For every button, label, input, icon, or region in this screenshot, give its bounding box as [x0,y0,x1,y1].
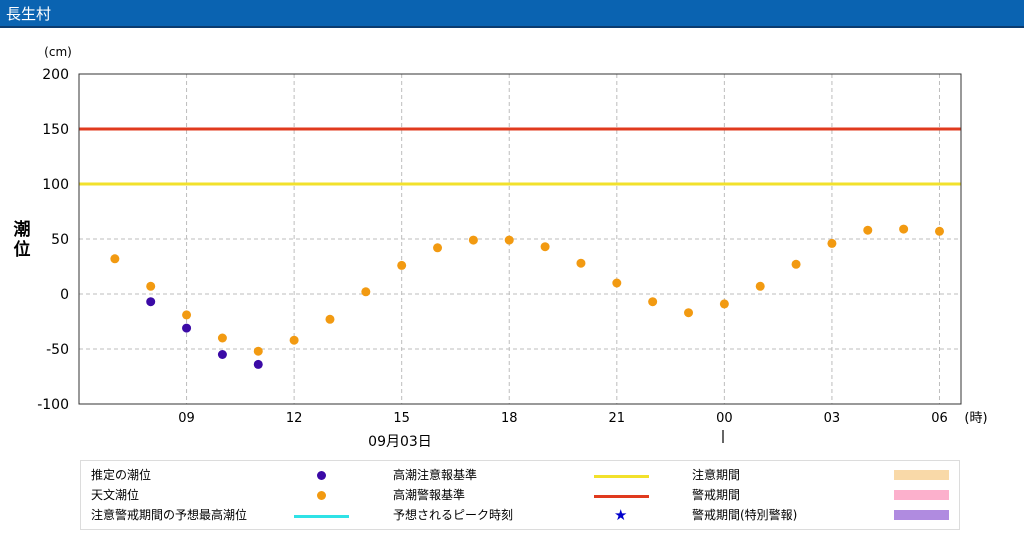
y-tick-label: 200 [42,67,69,83]
data-point [110,254,120,264]
legend-estimated-tide-dot-icon [317,471,326,480]
data-point [146,281,156,291]
y-tick-label: 100 [42,177,69,193]
data-point [612,278,622,288]
x-tick-label: 00 [716,411,733,426]
legend-warning-line-icon [594,495,649,498]
x-tick-label: 06 [931,411,948,426]
data-point [576,258,586,268]
data-point [182,310,192,320]
data-point [361,287,371,297]
y-tick-label: 50 [51,232,69,248]
x-tick-label: 12 [286,411,303,426]
y-tick-label: -50 [46,342,69,358]
data-point [289,335,299,345]
data-point [755,281,765,291]
grid-lines [79,74,961,404]
y-tick-label: 150 [42,122,69,138]
x-tick-label: 18 [501,411,518,426]
legend-label-estimated-tide: 推定の潮位 [91,468,152,482]
legend-astronomical-tide-dot-icon [317,491,326,500]
data-point [863,225,873,235]
date-label: 09月03日 [368,434,432,450]
data-point [397,260,407,270]
legend-forecast-max-line-icon [294,515,349,518]
x-tick-label: 21 [609,411,626,426]
data-point [182,323,192,333]
legend-label-astronomical-tide: 天文潮位 [91,488,140,502]
data-point [253,346,263,356]
data-point [253,359,263,369]
legend-warning-period-box-icon [894,490,949,500]
legend-caution-period-box-icon [894,470,949,480]
legend-label-forecast-max: 注意警戒期間の予想最高潮位 [91,508,248,522]
x-unit-label: (時) [964,411,987,426]
legend-label-caution-period: 注意期間 [692,468,741,482]
window-title-bar: 長生村 [0,0,1024,28]
data-point [934,226,944,236]
tide-chart-svg: (cm) 潮位 -100 -50 0 50 100 150 200 09 12 15 18 21 00… [14,45,988,450]
x-tick-labels: 09 12 15 18 21 00 03 06 [178,411,947,426]
y-tick-label: 0 [60,287,69,303]
data-point [827,238,837,248]
data-point [648,297,658,307]
data-point [217,333,227,343]
chart-legend: 推定の潮位 高潮注意報基準 注意期間 天文潮位 高潮警報基準 警戒期間 注意警戒… [80,460,960,530]
data-point [899,224,909,234]
legend-caution-line-icon [594,475,649,478]
legend-label-peak-time: 予想されるピーク時刻 [393,508,514,522]
data-point [217,350,227,359]
data-point [684,308,694,318]
data-points [110,224,944,369]
tide-chart: (cm) 潮位 -100 -50 0 50 100 150 200 09 12 15 18 21 00… [0,30,1024,460]
x-tick-label: 03 [824,411,841,426]
y-tick-labels: -100 -50 0 50 100 150 200 [37,67,69,413]
data-point [540,242,550,252]
x-tick-label: 09 [178,411,195,426]
legend-label-special-warning-period: 警戒期間(特別警報) [692,508,798,522]
page-title: 長生村 [6,5,52,23]
y-unit-label: (cm) [44,45,72,59]
x-tick-label: 15 [393,411,410,426]
data-point [146,297,156,307]
y-axis-label: 潮位 [14,219,31,260]
data-point [791,259,801,269]
data-point [504,235,514,245]
legend-label-warning-period: 警戒期間 [692,488,741,502]
data-point [325,314,335,324]
legend-label-caution-standard: 高潮注意報基準 [393,468,478,482]
plot-frame [78,73,962,405]
data-point [433,243,443,253]
y-tick-label: -100 [37,397,69,413]
legend-special-warning-box-icon [894,510,949,520]
data-point [719,299,729,309]
threshold-lines [79,127,961,186]
legend-label-warning-standard: 高潮警報基準 [393,488,466,502]
legend-peak-time-star-icon: ★ [614,506,628,524]
data-point [468,235,478,245]
